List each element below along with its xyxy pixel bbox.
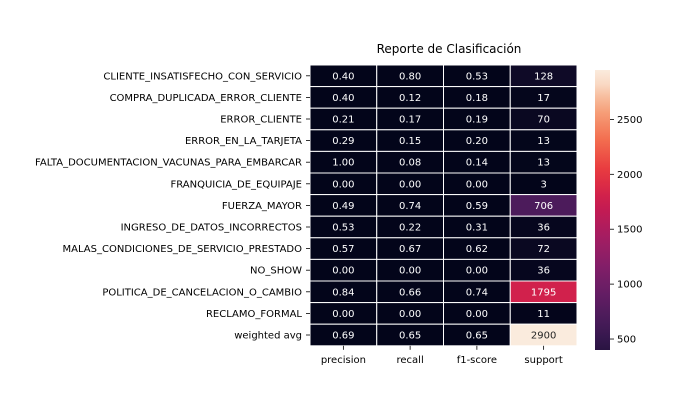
cell-value-label: 0.00: [399, 266, 421, 277]
heatmap-cells: 0.40 0.80 0.53 128 0.40 0.12 0.18 17 0.21 0.17 0.1…: [309, 64, 578, 347]
colorbar-gradient: [595, 70, 610, 350]
cell-value-label: 0.66: [399, 287, 421, 298]
cell-value-label: 3: [540, 179, 546, 190]
cell-value-label: 0.31: [466, 223, 488, 234]
cell-value-label: 13: [537, 136, 550, 147]
cell-value-label: 1.00: [332, 158, 354, 169]
cell-value-label: 0.14: [466, 158, 488, 169]
cell-value-label: 0.80: [399, 71, 421, 82]
cell-value-label: 0.21: [332, 115, 354, 126]
cell-value-label: 128: [534, 71, 553, 82]
cell-value-label: 0.57: [332, 244, 354, 255]
cell-value-label: 0.65: [466, 331, 488, 342]
row-label-politica-de-cancelacion-o-cambio: POLITICA_DE_CANCELACION_O_CAMBIO: [102, 287, 302, 298]
cell-value-label: 0.84: [332, 287, 354, 298]
row-label-no-show: NO_SHOW: [250, 266, 302, 277]
cell-value-label: 0.18: [466, 93, 488, 104]
cell-value-label: 11: [537, 309, 550, 320]
column-label-f1-score: f1-score: [457, 355, 497, 366]
chart-title: Reporte de Clasificación: [377, 42, 522, 56]
column-label-support: support: [524, 355, 562, 366]
cell-value-label: 72: [537, 244, 550, 255]
row-label-error-cliente: ERROR_CLIENTE: [220, 115, 302, 126]
cell-value-label: 0.53: [466, 71, 488, 82]
cell-value-label: 0.22: [399, 223, 421, 234]
cell-value-label: 36: [537, 266, 550, 277]
cell-value-label: 0.15: [399, 136, 421, 147]
cell-value-label: 0.00: [399, 309, 421, 320]
cell-value-label: 0.00: [466, 266, 488, 277]
cell-value-label: 0.59: [466, 201, 488, 212]
cell-value-label: 0.00: [399, 179, 421, 190]
colorbar: 500 1000 1500 2000 2500: [595, 70, 642, 350]
row-label-ingreso-de-datos-incorrectos: INGRESO_DE_DATOS_INCORRECTOS: [121, 223, 302, 234]
cell-value-label: 0.00: [466, 179, 488, 190]
cell-value-label: 0.67: [399, 244, 421, 255]
row-label-compra-duplicada-error-cliente: COMPRA_DUPLICADA_ERROR_CLIENTE: [110, 93, 302, 104]
cell-value-label: 17: [537, 93, 550, 104]
cell-value-label: 0.00: [466, 309, 488, 320]
row-label-malas-condiciones-de-servicio-prestado: MALAS_CONDICIONES_DE_SERVICIO_PRESTADO: [63, 244, 303, 255]
cell-value-label: 70: [537, 115, 550, 126]
row-label-franquicia-de-equipaje: FRANQUICIA_DE_EQUIPAJE: [170, 179, 302, 190]
cell-value-label: 0.74: [399, 201, 421, 212]
cell-value-label: 0.17: [399, 115, 421, 126]
row-label-weighted-avg: weighted avg: [234, 331, 302, 342]
colorbar-tick-label: 1000: [617, 280, 642, 291]
cell-value-label: 0.49: [332, 201, 354, 212]
column-labels: precision recall f1-score support: [321, 345, 563, 366]
cell-value-label: 0.08: [399, 158, 421, 169]
cell-value-label: 0.00: [332, 309, 354, 320]
row-labels: CLIENTE_INSATISFECHO_CON_SERVICIO COMPRA_…: [35, 71, 310, 342]
row-label-error-en-la-tarjeta: ERROR_EN_LA_TARJETA: [185, 136, 302, 147]
cell-value-label: 0.20: [466, 136, 488, 147]
cell-value-label: 0.65: [399, 331, 421, 342]
cell-value-label: 0.40: [332, 93, 354, 104]
cell-value-label: 0.53: [332, 223, 354, 234]
column-label-precision: precision: [321, 355, 366, 366]
colorbar-tick-label: 2500: [617, 115, 642, 126]
row-label-cliente-insatisfecho-con-servicio: CLIENTE_INSATISFECHO_CON_SERVICIO: [103, 71, 302, 82]
row-label-falta-documentacion-vacunas-para-embarcar: FALTA_DOCUMENTACION_VACUNAS_PARA_EMBARCA…: [35, 158, 302, 169]
row-label-fuerza-mayor: FUERZA_MAYOR: [222, 201, 302, 212]
colorbar-tick-label: 2000: [617, 170, 642, 181]
cell-value-label: 36: [537, 223, 550, 234]
cell-value-label: 1795: [531, 287, 556, 298]
cell-value-label: 0.19: [466, 115, 488, 126]
row-label-reclamo-formal: RECLAMO_FORMAL: [206, 309, 302, 320]
cell-value-label: 13: [537, 158, 550, 169]
colorbar-ticks: 500 1000 1500 2000 2500: [610, 115, 642, 346]
cell-value-label: 0.00: [332, 179, 354, 190]
cell-value-label: 0.74: [466, 287, 488, 298]
cell-value-label: 0.40: [332, 71, 354, 82]
cell-value-label: 0.00: [332, 266, 354, 277]
column-label-recall: recall: [397, 355, 424, 366]
cell-value-label: 0.69: [332, 331, 354, 342]
colorbar-tick-label: 1500: [617, 225, 642, 236]
colorbar-tick-label: 500: [617, 335, 636, 346]
cell-value-label: 2900: [531, 331, 556, 342]
cell-value-label: 0.12: [399, 93, 421, 104]
cell-value-label: 0.29: [332, 136, 354, 147]
cell-value-label: 706: [534, 201, 553, 212]
cell-value-label: 0.62: [466, 244, 488, 255]
